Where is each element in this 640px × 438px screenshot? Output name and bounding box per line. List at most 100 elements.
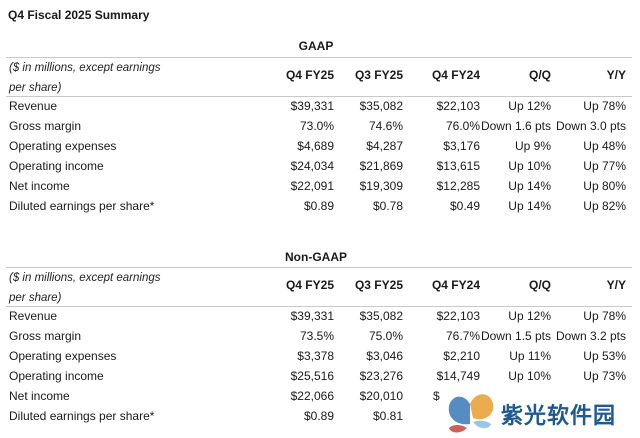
cell-yy: Up 77% — [583, 159, 626, 173]
nongaap-col-qq: Q/Q — [528, 278, 551, 292]
cell-q4fy25: $0.89 — [303, 409, 334, 423]
table-row: Net income $22,066 $20,010 $ — [6, 386, 632, 406]
cell-qq: Up 14% — [508, 199, 551, 213]
gaap-col-q4fy25: Q4 FY25 — [285, 68, 334, 82]
row-label: Revenue — [9, 99, 58, 113]
cell-yy: Up 80% — [583, 179, 626, 193]
cell-q3fy25: $23,276 — [359, 369, 403, 383]
butterfly-logo-icon — [448, 394, 494, 433]
cell-yy: Up 73% — [583, 369, 626, 383]
cell-q4fy24: $22,103 — [436, 309, 480, 323]
row-label: Revenue — [9, 309, 58, 323]
table-row: Operating income $25,516 $23,276 $14,749… — [6, 366, 632, 386]
row-label: Net income — [9, 389, 70, 403]
gaap-heading-rule — [6, 57, 632, 58]
cell-yy: Up 78% — [583, 99, 626, 113]
cell-q4fy24: $0.49 — [449, 199, 480, 213]
gaap-column-header-row: ($ in millions, except earnings per shar… — [6, 58, 632, 98]
cell-q4fy24: 76.0% — [445, 119, 480, 133]
row-label: Net income — [9, 179, 70, 193]
cell-qq: Up 12% — [508, 99, 551, 113]
cell-q4fy25: $3,378 — [297, 349, 334, 363]
cell-yy: Down 3.2 pts — [555, 329, 626, 343]
cell-q4fy25: $22,091 — [290, 179, 334, 193]
table-row: Revenue $39,331 $35,082 $22,103 Up 12% U… — [6, 306, 632, 326]
cell-q3fy25: 75.0% — [368, 329, 403, 343]
table-row: Gross margin 73.0% 74.6% 76.0% Down 1.6 … — [6, 116, 632, 136]
nongaap-header-rule — [6, 306, 632, 307]
cell-q4fy25: $4,689 — [297, 139, 334, 153]
cell-q4fy25: $39,331 — [290, 99, 334, 113]
cell-q3fy25: $20,010 — [359, 389, 403, 403]
cell-qq: Up 14% — [508, 179, 551, 193]
table-row: Operating expenses $4,689 $4,287 $3,176 … — [6, 136, 632, 156]
row-label: Diluted earnings per share* — [9, 409, 155, 423]
cell-yy: Up 48% — [583, 139, 626, 153]
cell-q4fy25: $39,331 — [290, 309, 334, 323]
gaap-col-q3fy25: Q3 FY25 — [354, 68, 403, 82]
cell-q3fy25: $3,046 — [366, 349, 403, 363]
nongaap-col-q4fy24: Q4 FY24 — [431, 278, 480, 292]
cell-q3fy25: $21,869 — [359, 159, 403, 173]
nongaap-units-note: ($ in millions, except earnings per shar… — [9, 272, 161, 304]
row-label: Operating expenses — [9, 139, 117, 153]
cell-q4fy24: 76.7% — [445, 329, 480, 343]
row-label: Operating income — [9, 159, 104, 173]
cell-q4fy25: $25,516 — [290, 369, 334, 383]
table-row: Net income $22,091 $19,309 $12,285 Up 14… — [6, 176, 632, 196]
table-row: Gross margin 73.5% 75.0% 76.7% Down 1.5 … — [6, 326, 632, 346]
gaap-col-q4fy24: Q4 FY24 — [431, 68, 480, 82]
nongaap-col-q4fy25: Q4 FY25 — [285, 278, 334, 292]
cell-yy: Down 3.0 pts — [555, 119, 626, 133]
table-row: Diluted earnings per share* $0.89 $0.81 — [6, 406, 632, 426]
cell-q4fy25: 73.5% — [299, 329, 334, 343]
gaap-heading: GAAP — [298, 39, 334, 53]
nongaap-heading-rule — [6, 267, 632, 268]
table-row: Operating expenses $3,378 $3,046 $2,210 … — [6, 346, 632, 366]
cell-q3fy25: $0.81 — [372, 409, 403, 423]
cell-qq: Up 10% — [508, 159, 551, 173]
cell-q3fy25: $4,287 — [366, 139, 403, 153]
cell-q4fy24: $3,176 — [443, 139, 480, 153]
nongaap-col-yy: Y/Y — [606, 278, 626, 292]
cell-q4fy24: $12,285 — [436, 179, 480, 193]
nongaap-col-q3fy25: Q3 FY25 — [354, 278, 403, 292]
summary-title: Q4 Fiscal 2025 Summary — [8, 8, 150, 22]
cell-qq: Up 10% — [508, 369, 551, 383]
row-label: Operating expenses — [9, 349, 117, 363]
nongaap-column-header-row: ($ in millions, except earnings per shar… — [6, 268, 632, 308]
cell-q4fy24: $13,615 — [436, 159, 480, 173]
cell-q3fy25: $0.78 — [372, 199, 403, 213]
cell-q4fy25: $0.89 — [303, 199, 334, 213]
row-label: Operating income — [9, 369, 104, 383]
cell-yy: Up 78% — [583, 309, 626, 323]
cell-q3fy25: $35,082 — [359, 99, 403, 113]
cell-q3fy25: 74.6% — [368, 119, 403, 133]
watermark: 紫光软件园 — [443, 380, 640, 438]
gaap-units-note: ($ in millions, except earnings per shar… — [9, 62, 161, 94]
cell-yy: Up 82% — [583, 199, 626, 213]
table-row: Operating income $24,034 $21,869 $13,615… — [6, 156, 632, 176]
row-label: Gross margin — [9, 329, 82, 343]
cell-qq: Up 12% — [508, 309, 551, 323]
cell-qq: Up 11% — [509, 349, 551, 363]
row-label: Gross margin — [9, 119, 82, 133]
table-row: Revenue $39,331 $35,082 $22,103 Up 12% U… — [6, 96, 632, 116]
cell-q4fy24: $14,749 — [436, 369, 480, 383]
table-row: Diluted earnings per share* $0.89 $0.78 … — [6, 196, 632, 216]
nongaap-heading: Non-GAAP — [285, 250, 347, 264]
watermark-text: 紫光软件园 — [501, 404, 617, 429]
cell-qq: Up 9% — [514, 139, 551, 153]
cell-yy: Up 53% — [583, 349, 626, 363]
cell-q4fy25: 73.0% — [299, 119, 334, 133]
cell-q3fy25: $19,309 — [359, 179, 403, 193]
cell-q3fy25: $35,082 — [359, 309, 403, 323]
cell-q4fy25: $24,034 — [290, 159, 334, 173]
cell-qq: Down 1.5 pts — [480, 329, 551, 343]
gaap-header-rule — [6, 96, 632, 97]
cell-q4fy24: $2,210 — [443, 349, 480, 363]
row-label: Diluted earnings per share* — [9, 199, 155, 213]
gaap-col-yy: Y/Y — [606, 68, 626, 82]
cell-q4fy24: $ — [433, 389, 440, 403]
cell-q4fy24: $22,103 — [436, 99, 480, 113]
